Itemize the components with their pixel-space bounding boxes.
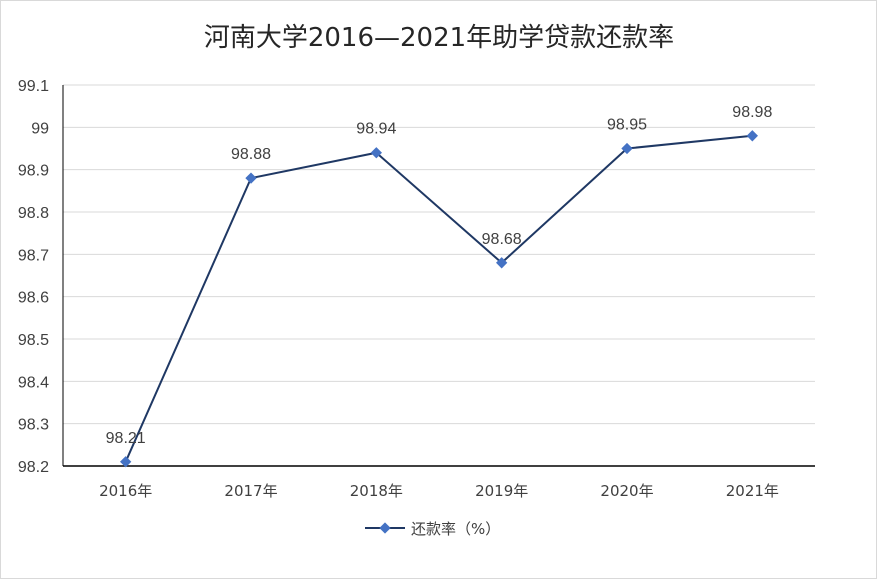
- series-line: 98.21 98.88 98.94 98.68 98.95 98.98: [106, 104, 772, 468]
- data-label: 98.94: [356, 121, 396, 138]
- y-tick-label: 98.2: [18, 459, 49, 476]
- data-label: 98.21: [106, 430, 146, 447]
- series-line-path: [124, 134, 753, 463]
- x-tick-label: 2021年: [726, 482, 779, 500]
- y-tick-label: 98.6: [18, 290, 49, 307]
- x-tick-label: 2019年: [475, 482, 528, 500]
- y-tick-label: 99.1: [18, 78, 49, 95]
- y-tick-label: 98.7: [18, 247, 49, 264]
- x-tick-label: 2016年: [99, 482, 152, 500]
- x-tick-label: 2017年: [224, 482, 277, 500]
- x-tick-label: 2020年: [600, 482, 653, 500]
- data-point-marker: [621, 142, 633, 155]
- y-tick-label: 98.3: [18, 417, 49, 434]
- chart-title: 河南大学2016—2021年助学贷款还款率: [204, 23, 674, 53]
- data-point-marker: [245, 172, 257, 184]
- data-label: 98.68: [482, 231, 522, 248]
- x-tick-label: 2018年: [350, 482, 403, 500]
- legend: 还款率（%）: [365, 520, 500, 538]
- gridlines: [63, 84, 815, 425]
- x-axis: 2016年 2017年 2018年 2019年 2020年 2021年: [62, 85, 815, 500]
- data-point-marker: [496, 257, 508, 269]
- data-label: 98.88: [231, 146, 271, 163]
- legend-label: 还款率（%）: [411, 520, 500, 538]
- data-point-marker: [746, 130, 758, 142]
- y-tick-label: 98.8: [18, 205, 49, 222]
- y-tick-label: 98.5: [18, 332, 49, 349]
- legend-marker-swatch: [379, 522, 391, 534]
- y-tick-label: 99: [31, 120, 49, 137]
- y-axis-ticks: 98.2 98.3 98.4 98.5 98.6 98.7 98.8 98.9 99 99.1: [18, 78, 49, 476]
- data-label: 98.95: [607, 117, 647, 134]
- data-point-marker: [370, 147, 382, 159]
- data-label: 98.98: [732, 104, 772, 121]
- y-tick-label: 98.4: [18, 374, 49, 391]
- y-tick-label: 98.9: [18, 163, 49, 180]
